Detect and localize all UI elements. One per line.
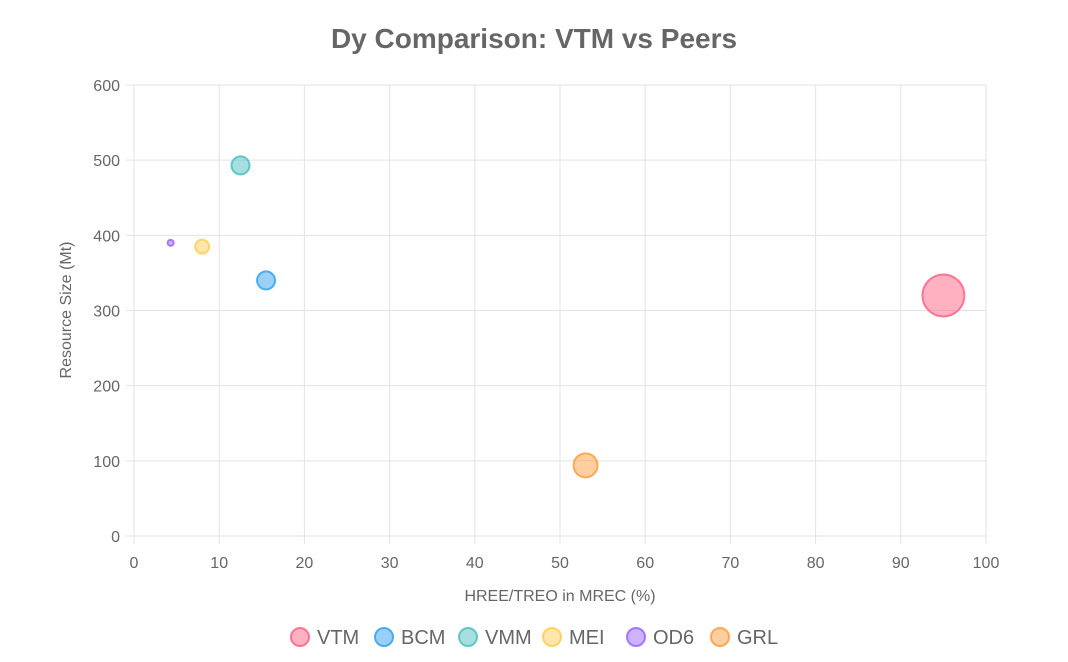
bubble-bcm[interactable] bbox=[256, 270, 277, 291]
legend-label: GRL bbox=[737, 627, 778, 649]
legend-label: VTM bbox=[317, 627, 359, 649]
legend-marker bbox=[374, 627, 394, 647]
legend-item-mei[interactable]: MEI bbox=[542, 627, 605, 649]
grid bbox=[126, 84, 987, 544]
x-tick-label: 70 bbox=[722, 555, 740, 572]
x-tick-label: 60 bbox=[636, 555, 654, 572]
data-points bbox=[166, 155, 966, 479]
x-tick-label: 50 bbox=[551, 555, 569, 572]
y-tick-label: 500 bbox=[93, 153, 120, 170]
legend-marker bbox=[290, 627, 310, 647]
bubble-mei[interactable] bbox=[194, 238, 211, 255]
x-tick-label: 80 bbox=[807, 555, 825, 572]
x-tick-label: 20 bbox=[296, 555, 314, 572]
y-axis-title: Resource Size (Mt) bbox=[58, 242, 75, 379]
legend: VTM BCM VMM MEI OD6 GRL bbox=[290, 627, 778, 649]
x-tick-label: 90 bbox=[892, 555, 910, 572]
x-axis-title: HREE/TREO in MREC (%) bbox=[464, 588, 655, 605]
y-tick-label: 400 bbox=[93, 228, 120, 245]
y-tick-label: 600 bbox=[93, 78, 120, 95]
x-tick-label: 40 bbox=[466, 555, 484, 572]
bubble-vtm[interactable] bbox=[921, 273, 966, 318]
legend-label: BCM bbox=[401, 627, 445, 649]
x-tick-label: 30 bbox=[381, 555, 399, 572]
legend-item-vmm[interactable]: VMM bbox=[458, 627, 532, 649]
legend-item-bcm[interactable]: BCM bbox=[374, 627, 445, 649]
x-tick-label: 10 bbox=[210, 555, 228, 572]
x-tick-label: 0 bbox=[130, 555, 139, 572]
legend-label: MEI bbox=[569, 627, 605, 649]
bubble-grl[interactable] bbox=[572, 452, 599, 479]
legend-marker bbox=[626, 627, 646, 647]
legend-item-vtm[interactable]: VTM bbox=[290, 627, 359, 649]
legend-item-grl[interactable]: GRL bbox=[710, 627, 778, 649]
y-tick-label: 300 bbox=[93, 304, 120, 321]
legend-marker bbox=[710, 627, 730, 647]
legend-label: OD6 bbox=[653, 627, 694, 649]
chart-title: Dy Comparison: VTM vs Peers bbox=[331, 23, 737, 54]
y-tick-label: 200 bbox=[93, 379, 120, 396]
legend-label: VMM bbox=[485, 627, 532, 649]
legend-marker bbox=[542, 627, 562, 647]
x-tick-label: 100 bbox=[973, 555, 1000, 572]
y-tick-label: 100 bbox=[93, 454, 120, 471]
y-tick-label: 0 bbox=[111, 529, 120, 546]
legend-item-od6[interactable]: OD6 bbox=[626, 627, 694, 649]
legend-marker bbox=[458, 627, 478, 647]
axes: 0 10 20 30 40 50 60 70 80 90 100 0 100 200 300 400 500 60… bbox=[93, 78, 999, 572]
bubble-od6[interactable] bbox=[166, 238, 175, 247]
bubble-vmm[interactable] bbox=[230, 155, 251, 176]
